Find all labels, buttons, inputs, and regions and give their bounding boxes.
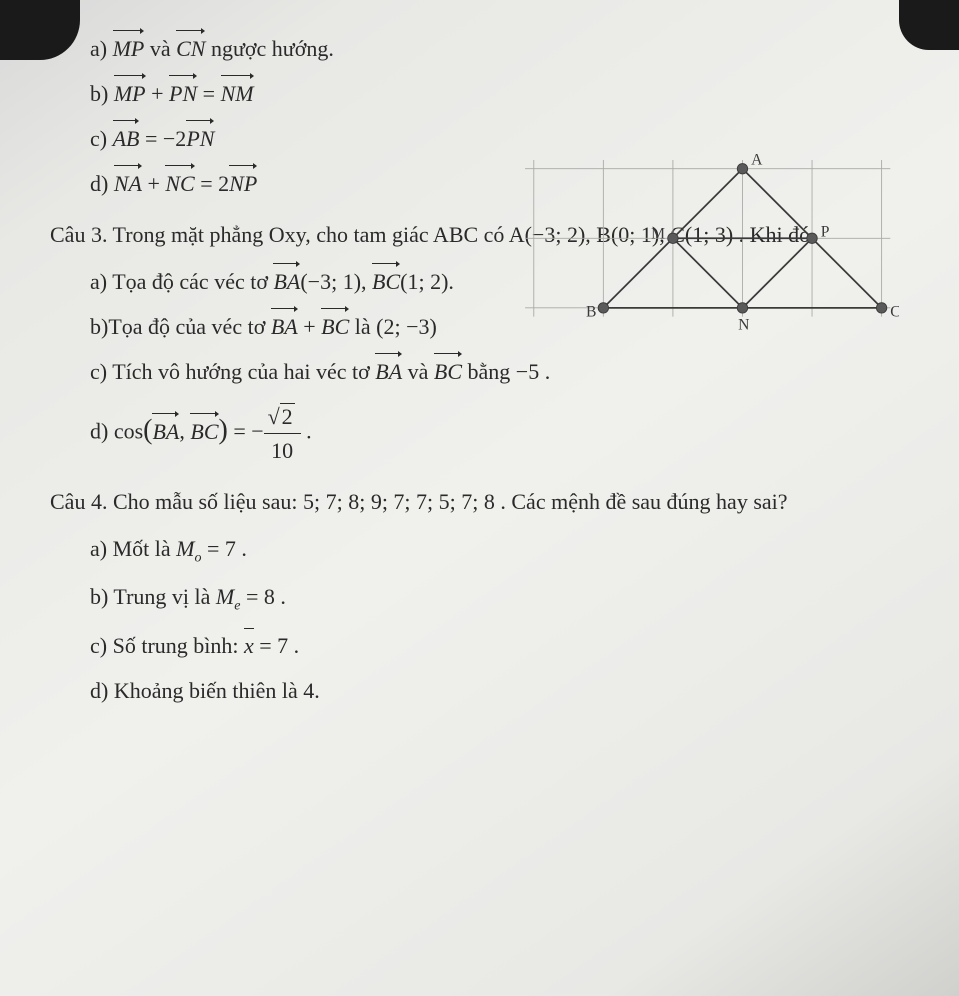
op: =	[197, 81, 220, 106]
comma: ,	[179, 419, 190, 444]
q4-title: Câu 4. Cho mẫu số liệu sau: 5; 7; 8; 9; …	[50, 485, 909, 518]
svg-text:M: M	[651, 225, 665, 242]
vector-BA: BA	[273, 265, 300, 298]
text: a) Mốt là	[90, 536, 176, 561]
vector-BC: BC	[321, 310, 349, 343]
vector-PN: PN	[169, 77, 197, 110]
svg-text:P: P	[821, 224, 830, 241]
vector-NC: NC	[165, 167, 194, 200]
text: và	[144, 36, 176, 61]
vector-MP: MP	[114, 77, 146, 110]
svg-text:N: N	[738, 317, 749, 334]
symbol-xbar: x	[244, 629, 254, 662]
text: c) Số trung bình:	[90, 633, 244, 658]
vector-NM: NM	[221, 77, 254, 110]
prefix: c)	[90, 126, 113, 151]
vector-MP: MP	[113, 32, 145, 65]
svg-text:C: C	[890, 304, 899, 321]
svg-text:A: A	[751, 151, 763, 168]
value: = 7 .	[201, 536, 246, 561]
text: Câu 4. Cho mẫu số liệu sau: 5; 7; 8; 9; …	[50, 489, 788, 514]
prefix: b)Tọa độ của véc tơ	[90, 314, 271, 339]
vector-BC: BC	[190, 415, 218, 448]
text: .	[301, 419, 312, 444]
q4-option-c: c) Số trung bình: x = 7 .	[90, 629, 909, 662]
prefix: c) Tích vô hướng của hai véc tơ	[90, 359, 375, 384]
vector-CN: CN	[176, 32, 205, 65]
op: +	[298, 314, 321, 339]
numerator: 2	[280, 403, 295, 429]
q4-option-d: d) Khoảng biến thiên là 4.	[90, 674, 909, 707]
text: và	[402, 359, 434, 384]
fraction: 210	[264, 400, 301, 467]
vector-AB: AB	[113, 122, 140, 155]
vector-BA: BA	[271, 310, 298, 343]
prefix: d) cos	[90, 419, 143, 444]
text: b) Trung vị là	[90, 584, 216, 609]
vector-BC: BC	[434, 355, 462, 388]
vector-BA: BA	[375, 355, 402, 388]
q4-option-a: a) Mốt là Mo = 7 .	[90, 532, 909, 568]
question-2-block: a) MP và CN ngược hướng. b) MP + PN = NM…	[50, 32, 909, 200]
op: = −2	[139, 126, 186, 151]
vector-NA: NA	[114, 167, 142, 200]
symbol: M	[176, 536, 194, 561]
op: +	[142, 171, 165, 196]
denominator: 10	[264, 434, 301, 467]
eq: = −	[228, 419, 264, 444]
triangle-diagram: A M P B N C	[499, 117, 899, 377]
coords: (1; 2).	[400, 269, 454, 294]
q2-option-a: a) MP và CN ngược hướng.	[90, 32, 580, 65]
svg-text:B: B	[586, 304, 596, 321]
q2-option-b: b) MP + PN = NM	[90, 77, 580, 110]
value: = 8 .	[240, 584, 285, 609]
prefix: a)	[90, 36, 113, 61]
vector-PN: PN	[186, 122, 214, 155]
vector-BC: BC	[372, 265, 400, 298]
q4-option-b: b) Trung vị là Me = 8 .	[90, 580, 909, 616]
symbol: M	[216, 584, 234, 609]
coords: (−3; 1),	[300, 269, 372, 294]
text: d) Khoảng biến thiên là 4.	[90, 678, 320, 703]
value: = 7 .	[254, 633, 299, 658]
text: là (2; −3)	[349, 314, 437, 339]
prefix: a) Tọa độ các véc tơ	[90, 269, 273, 294]
prefix: d)	[90, 171, 114, 196]
vector-NP: NP	[229, 167, 257, 200]
op: +	[146, 81, 169, 106]
vector-BA: BA	[152, 415, 179, 448]
text: ngược hướng.	[205, 36, 333, 61]
prefix: b)	[90, 81, 114, 106]
q3-option-d: d) cos(BA, BC) = −210 .	[90, 400, 909, 467]
op: = 2	[195, 171, 229, 196]
